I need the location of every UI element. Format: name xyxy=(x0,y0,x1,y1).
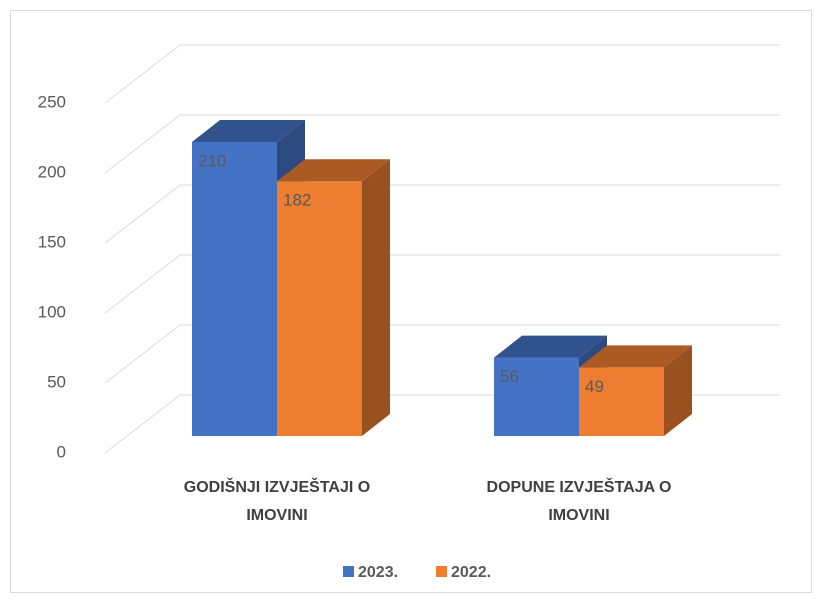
grid-line-side xyxy=(104,184,181,244)
y-tick-label: 50 xyxy=(47,372,66,391)
bar-top xyxy=(579,345,692,368)
x-tick-label: GODIŠNJI IZVJEŠTAJI O IMOVINI xyxy=(183,479,371,524)
data-label: 56 xyxy=(500,367,519,386)
grid-line-side xyxy=(104,254,181,314)
y-tick-label: 150 xyxy=(38,232,66,251)
y-tick-label: 100 xyxy=(38,302,66,321)
data-label: 182 xyxy=(283,191,311,210)
legend-label: 2022. xyxy=(451,564,491,581)
y-tick-label: 250 xyxy=(38,92,66,111)
x-tick-label: DOPUNE IZVJEŠTAJA O IMOVINI xyxy=(486,479,672,524)
grid-line-side xyxy=(104,114,181,174)
data-label: 49 xyxy=(585,377,604,396)
bar-front xyxy=(192,142,277,436)
data-label: 210 xyxy=(198,151,226,170)
chart-border xyxy=(10,10,812,593)
bar-side xyxy=(664,345,692,436)
legend-label: 2023. xyxy=(358,564,398,581)
bar-side xyxy=(362,159,390,436)
bar-top xyxy=(277,159,390,182)
grid-line-side xyxy=(104,324,181,384)
bar-top xyxy=(494,335,607,358)
grid-line-side xyxy=(104,394,181,454)
bar-front xyxy=(494,357,579,436)
y-tick-label: 200 xyxy=(38,162,66,181)
bar-front xyxy=(579,367,664,436)
bar-front xyxy=(277,181,362,436)
legend-swatch xyxy=(436,566,447,577)
y-tick-label: 0 xyxy=(57,442,66,461)
legend-swatch xyxy=(343,566,354,577)
bar-top xyxy=(192,120,305,142)
grid-line-side xyxy=(104,44,181,104)
